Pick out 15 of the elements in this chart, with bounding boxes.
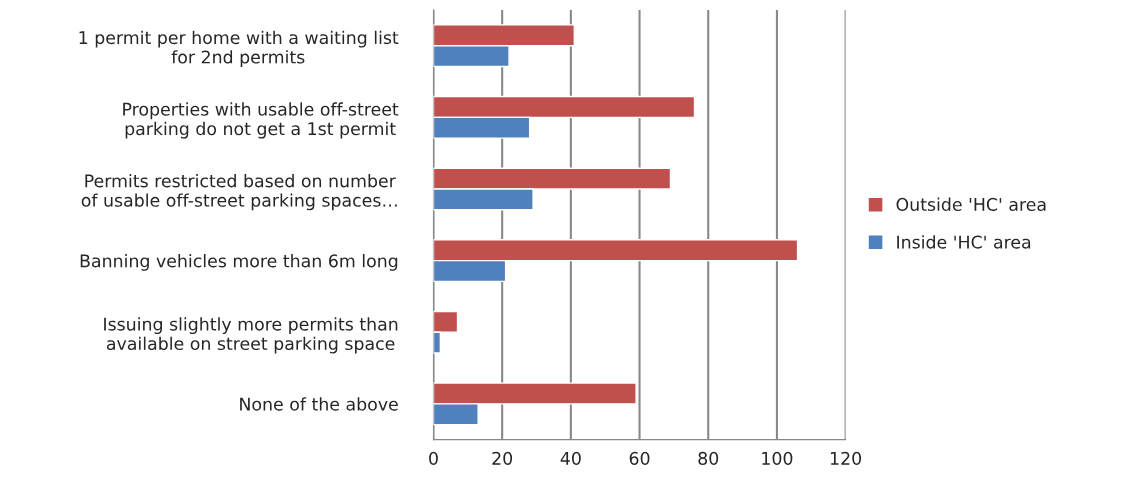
y-tick-label: Banning vehicles more than 6m long — [80, 253, 398, 271]
y-tick-label: Properties with usable off-street parking do not get a 1st permit — [123, 102, 399, 139]
y-tick-label: None of the above — [240, 397, 398, 411]
legend-label: Inside 'HC' area — [897, 235, 1031, 249]
x-tick-label: 20 — [492, 451, 513, 465]
x-tick-label: 0 — [429, 451, 438, 465]
x-tick-label: 40 — [560, 451, 581, 465]
y-tick-label: Issuing slightly more permits than available on street parking space — [104, 317, 398, 354]
y-tick-label: Permits restricted based on number of usable off-street parking spaces… — [81, 173, 397, 211]
x-tick-label: 100 — [762, 451, 793, 465]
x-tick-label: 80 — [698, 451, 719, 465]
x-tick-label: 120 — [830, 451, 862, 465]
x-tick-label: 60 — [629, 451, 650, 465]
y-tick-label: 1 permit per home with a waiting list for 2nd permits — [79, 30, 399, 67]
legend-label: Outside 'HC' area — [896, 197, 1046, 211]
